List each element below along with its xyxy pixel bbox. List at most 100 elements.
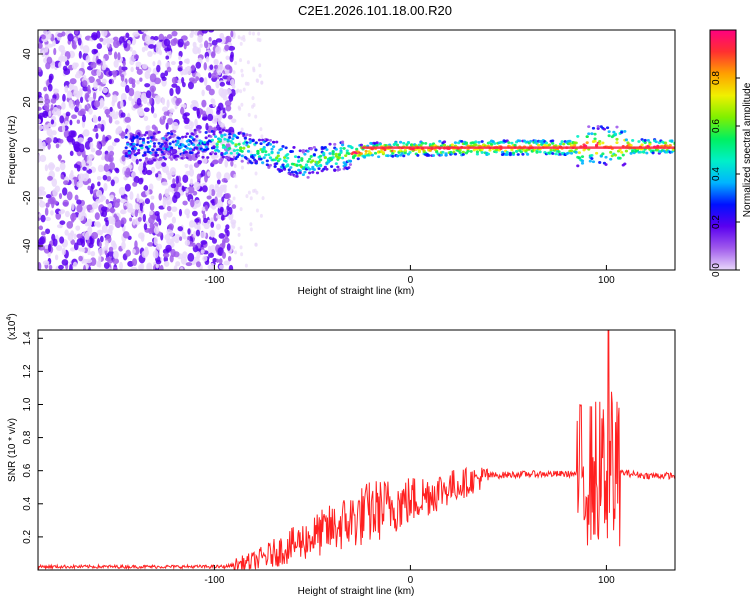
noise-blob (210, 51, 216, 59)
ridge-mark (596, 124, 600, 128)
ridge-mark (143, 133, 147, 137)
ridge-mark (297, 160, 301, 163)
ridge-mark (560, 140, 564, 143)
noise-blob (92, 116, 99, 124)
noise-blob (229, 79, 235, 86)
ridge-mark (580, 161, 585, 165)
ridge-mark (337, 153, 342, 157)
ridge-mark (206, 156, 210, 159)
ridge-mark (340, 140, 345, 144)
noise-blob (190, 199, 195, 208)
noise-blob (240, 68, 244, 73)
noise-blob (203, 77, 208, 86)
noise-blob (170, 61, 176, 66)
noise-blob (171, 76, 178, 84)
noise-blob (92, 128, 99, 133)
ridge-mark (508, 151, 512, 155)
ridge-mark (569, 151, 574, 155)
noise-blob (221, 240, 226, 249)
noise-blob (175, 175, 180, 184)
noise-blob (190, 30, 195, 36)
ridge-mark (590, 157, 594, 160)
noise-blob (64, 229, 69, 236)
noise-blob (91, 202, 99, 210)
noise-blob (108, 246, 114, 252)
ridge-mark (574, 150, 578, 154)
y-tick-label: 1.0 (22, 397, 33, 411)
noise-blob (224, 89, 232, 95)
noise-blob (162, 115, 167, 120)
ridge-mark (663, 141, 668, 145)
noise-blob (199, 43, 203, 48)
noise-blob (108, 116, 113, 124)
noise-blob (217, 69, 222, 76)
ridge-mark (475, 150, 480, 154)
ridge-mark (458, 148, 462, 152)
ridge-mark (210, 151, 215, 154)
ridge-mark (344, 162, 348, 166)
ridge-mark (590, 153, 594, 157)
colorbar-tick-label: 0.4 (711, 167, 722, 181)
noise-blob (226, 205, 230, 212)
ridge-mark (595, 151, 599, 155)
noise-blob (98, 85, 102, 92)
ridge-mark (166, 147, 171, 151)
ridge-mark (261, 150, 265, 154)
noise-blob (129, 217, 133, 222)
noise-blob (140, 94, 145, 102)
noise-blob (121, 155, 126, 162)
noise-blob (81, 159, 86, 167)
noise-blob (155, 259, 162, 265)
noise-blob (38, 140, 43, 149)
ridge-mark (149, 136, 153, 139)
noise-blob (170, 183, 177, 189)
noise-blob (159, 264, 164, 270)
noise-blob (155, 160, 162, 170)
noise-blob (146, 125, 151, 131)
ridge-mark (480, 140, 484, 143)
noise-blob (118, 65, 122, 75)
noise-blob (194, 199, 202, 208)
noise-blob (153, 226, 160, 235)
ridge-mark (185, 132, 189, 136)
ridge-mark (461, 153, 465, 156)
ridge-mark (397, 151, 401, 154)
ridge-mark (235, 155, 240, 159)
noise-blob (221, 178, 228, 183)
noise-blob (226, 243, 231, 251)
ridge-mark (568, 139, 572, 143)
noise-blob (234, 184, 238, 189)
noise-blob (59, 236, 65, 244)
noise-blob (203, 62, 208, 71)
ridge-mark (173, 130, 177, 133)
noise-blob (87, 226, 93, 235)
noise-blob (95, 198, 101, 204)
y-tick-label: 40 (22, 48, 33, 60)
noise-blob (146, 262, 153, 270)
ridge-mark (340, 143, 345, 147)
noise-blob (85, 55, 91, 64)
noise-blob (39, 235, 46, 245)
noise-blob (208, 188, 212, 197)
noise-blob (103, 182, 108, 192)
ridge-mark (209, 135, 213, 138)
ridge-mark (245, 133, 249, 137)
noise-blob (232, 70, 236, 75)
spectrogram-ylabel: Frequency (Hz) (7, 116, 18, 185)
ridge-mark (554, 144, 558, 148)
ridge-mark (134, 147, 138, 150)
ridge-mark (334, 162, 338, 166)
noise-blob (148, 39, 155, 45)
noise-blob (260, 134, 264, 139)
noise-blob (197, 34, 203, 43)
noise-blob (178, 60, 183, 66)
ridge-mark (192, 148, 196, 152)
noise-blob (163, 260, 170, 267)
noise-blob (165, 169, 170, 176)
ridge-mark (580, 155, 585, 159)
ridge-mark (538, 150, 542, 154)
noise-blob (203, 40, 209, 49)
ridge-mark (166, 152, 171, 156)
ridge-mark (391, 154, 395, 158)
ridge-mark (319, 163, 323, 167)
